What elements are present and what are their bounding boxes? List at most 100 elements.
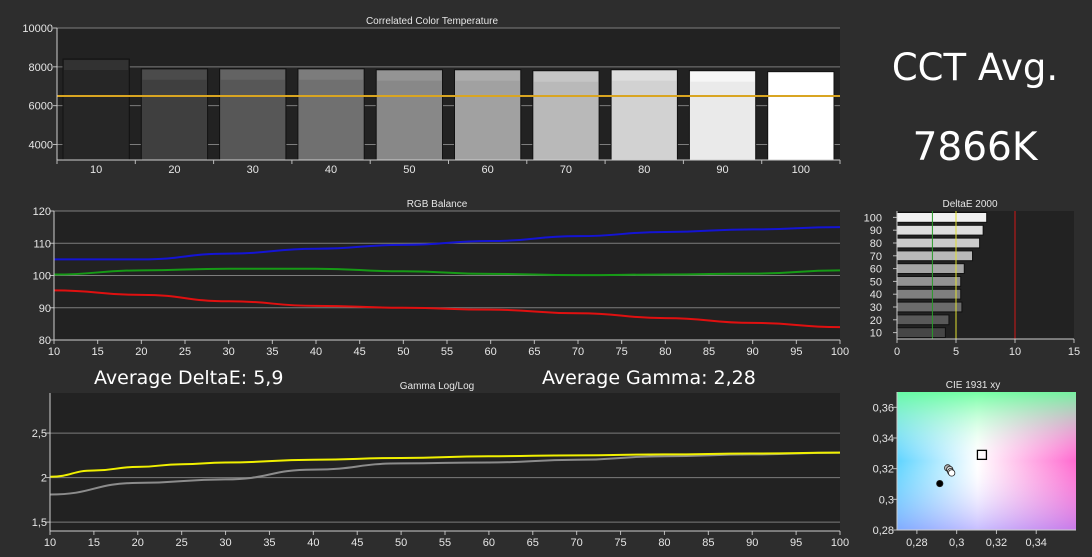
rgb-xtick-label: 80 — [659, 346, 671, 358]
deltae-bar — [896, 237, 981, 249]
deltae-category-label: 80 — [870, 238, 882, 250]
cie-ytick-label: 0,34 — [873, 433, 894, 445]
gamma-xtick-label: 85 — [702, 537, 714, 549]
rgb-xtick-label: 15 — [92, 346, 104, 358]
gamma-xtick-label: 100 — [831, 537, 849, 549]
rgb-series-line-0 — [53, 226, 841, 261]
deltae-bar — [896, 250, 974, 262]
deltae-bar — [896, 212, 988, 223]
rgb-series-line-2 — [53, 289, 841, 329]
cct-xtick-label: 90 — [716, 164, 728, 176]
cct-bar — [375, 69, 444, 161]
deltae-category-label: 70 — [870, 251, 882, 263]
rgb-xtick-label: 35 — [266, 346, 278, 358]
deltae-xtick-label: 10 — [1009, 346, 1021, 358]
deltae-bar — [896, 327, 946, 339]
cct-ytick-label: 10000 — [22, 23, 53, 35]
gamma-xtick-label: 50 — [395, 537, 407, 549]
rgb-xtick-label: 100 — [831, 346, 849, 358]
cie-ytick-label: 0,36 — [873, 402, 894, 414]
gamma-xtick-label: 60 — [483, 537, 495, 549]
cie-xtick-label: 0,28 — [906, 537, 927, 549]
gamma-xtick-label: 10 — [44, 537, 56, 549]
cct-xtick-label: 40 — [325, 164, 337, 176]
rgb-ytick-label: 90 — [39, 303, 51, 315]
gamma-xtick-label: 25 — [176, 537, 188, 549]
cct-bar-highlight — [612, 70, 677, 81]
gamma-ytick-label: 2,5 — [32, 428, 47, 440]
rgb-ytick-label: 100 — [33, 271, 51, 283]
gamma-ytick-label: 2 — [41, 473, 47, 485]
gamma-xtick-label: 75 — [614, 537, 626, 549]
gamma-chart: Gamma Log/Log 1,5 2 2,5 10 15 20 25 30 35 40 45 50 5… — [32, 381, 849, 549]
cct-bar-highlight — [377, 70, 442, 81]
cct-xtick-label: 100 — [792, 164, 810, 176]
gamma-xtick-label: 30 — [219, 537, 231, 549]
rgb-balance-chart: RGB Balance 80 90 100 110 120 10 15 20 25 30 35 40 4… — [33, 199, 850, 358]
cct-title: Correlated Color Temperature — [366, 16, 499, 27]
rgb-series-line-1 — [53, 267, 841, 277]
gamma-ytick-label: 1,5 — [32, 517, 47, 529]
gamma-xtick-label: 65 — [527, 537, 539, 549]
cct-ytick-label: 6000 — [29, 101, 53, 113]
rgb-xtick-label: 55 — [441, 346, 453, 358]
deltae-category-label: 40 — [870, 289, 882, 301]
cct-bar — [454, 69, 522, 161]
gamma-xtick-label: 95 — [790, 537, 802, 549]
cct-bar — [688, 70, 757, 161]
cct-bar-highlight — [298, 69, 364, 80]
deltae-category-label: 90 — [870, 225, 882, 237]
cct-bar — [767, 71, 835, 161]
cct-bar — [297, 68, 365, 161]
rgb-xtick-label: 50 — [397, 346, 409, 358]
rgb-ytick-label: 80 — [39, 335, 51, 347]
cie-title: CIE 1931 xy — [946, 380, 1000, 391]
cct-chart: Correlated Color Temperature 4000 6000 800… — [22, 16, 841, 176]
cct-bar — [532, 70, 600, 161]
average-gamma: Average Gamma: 2,28 — [542, 367, 756, 389]
cie-xtick-label: 0,3 — [949, 537, 964, 549]
gamma-xtick-label: 55 — [439, 537, 451, 549]
gamma-xtick-label: 35 — [263, 537, 275, 549]
rgb-xtick-label: 65 — [528, 346, 540, 358]
gamma-xtick-label: 20 — [132, 537, 144, 549]
rgb-xtick-label: 20 — [135, 346, 147, 358]
rgb-xtick-label: 90 — [747, 346, 759, 358]
cct-bar-highlight — [690, 71, 755, 82]
cct-xtick-label: 60 — [482, 164, 494, 176]
deltae-xtick-label: 15 — [1068, 346, 1080, 358]
deltae-category-label: 30 — [870, 302, 882, 314]
deltae-title: DeltaE 2000 — [942, 199, 997, 210]
cct-xtick-label: 30 — [247, 164, 259, 176]
rgb-ytick-label: 120 — [33, 206, 51, 218]
cct-bar — [610, 69, 678, 161]
deltae-category-label: 60 — [870, 264, 882, 276]
deltae-bar — [896, 276, 962, 287]
rgb-xtick-label: 60 — [485, 346, 497, 358]
cie-xtick-label: 0,32 — [986, 537, 1007, 549]
cie-point — [948, 469, 956, 477]
cct-bar-highlight — [533, 71, 599, 82]
cct-ytick-label: 4000 — [29, 139, 53, 151]
rgb-xtick-label: 75 — [616, 346, 628, 358]
average-deltae: Average DeltaE: 5,9 — [94, 367, 283, 389]
rgb-xtick-label: 85 — [703, 346, 715, 358]
rgb-xtick-label: 10 — [48, 346, 60, 358]
cct-bar — [140, 68, 209, 161]
gamma-xtick-label: 80 — [658, 537, 670, 549]
cct-ytick-label: 8000 — [29, 62, 53, 74]
cie-point — [936, 479, 944, 488]
cie-ytick-label: 0,28 — [873, 525, 894, 537]
gamma-xtick-label: 45 — [351, 537, 363, 549]
cct-xtick-label: 70 — [560, 164, 572, 176]
deltae-bar — [896, 224, 984, 236]
cct-bar-highlight — [455, 70, 520, 81]
rgb-ytick-label: 110 — [33, 238, 51, 250]
cct-avg-label: CCT Avg. — [892, 46, 1058, 89]
deltae-bar — [896, 263, 965, 275]
cie-ytick-label: 0,32 — [873, 464, 894, 476]
cct-bar-highlight — [768, 72, 833, 83]
cct-bar-highlight — [64, 60, 129, 71]
